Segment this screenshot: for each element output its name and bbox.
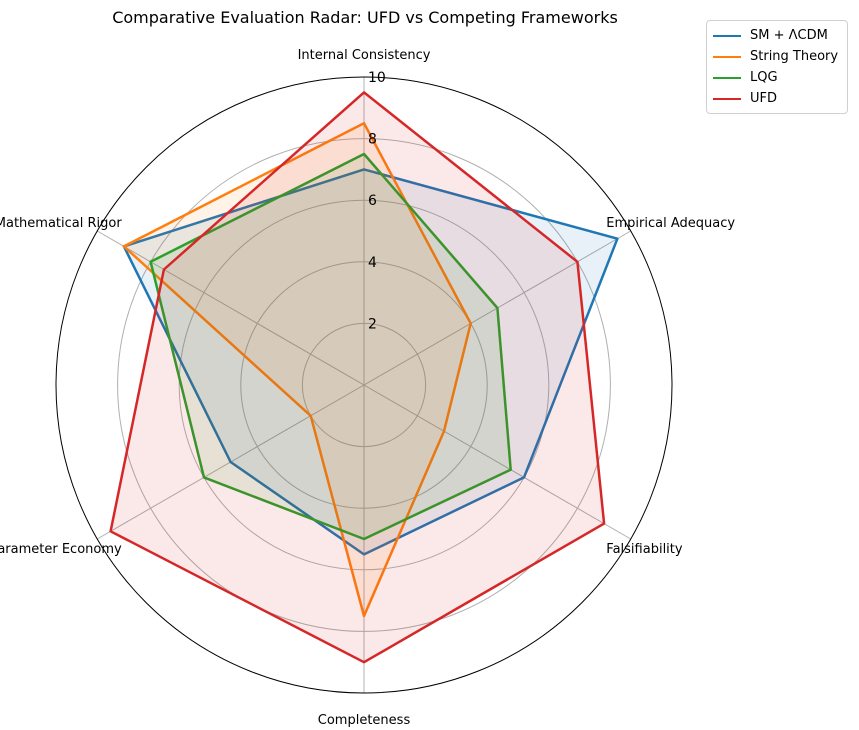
radial-tick-label: 10 <box>368 70 386 86</box>
chart-title: Comparative Evaluation Radar: UFD vs Com… <box>112 8 618 27</box>
legend: SM + ΛCDM String Theory LQG UFD <box>706 20 848 114</box>
ring-gridline <box>301 322 427 448</box>
ring-gridline <box>117 138 611 632</box>
outer-frame <box>55 76 673 694</box>
axis-label: Internal Consistency <box>298 48 431 63</box>
legend-label: SM + ΛCDM <box>750 28 828 43</box>
axis-label: Completeness <box>318 713 411 728</box>
series-line <box>109 91 606 664</box>
series-fill <box>150 154 511 539</box>
series-fill <box>110 92 605 663</box>
spoke-gridline <box>363 384 631 540</box>
legend-label: LQG <box>750 70 778 85</box>
ring-gridline <box>240 261 488 509</box>
radial-tick-label: 8 <box>368 132 377 148</box>
series-line <box>149 152 512 541</box>
label-layer: 2 4 6 8 10 Internal Consistency Empirical Adeq… <box>0 48 735 728</box>
radial-tick-label: 6 <box>368 193 377 209</box>
series-fill <box>123 123 471 616</box>
legend-item: String Theory <box>713 46 841 67</box>
ring-gridline <box>178 199 550 571</box>
legend-swatch <box>713 55 741 58</box>
axis-label: Mathematical Rigor <box>0 216 122 231</box>
legend-item: LQG <box>713 67 841 88</box>
legend-label: String Theory <box>750 49 839 64</box>
axis-label: Empirical Adequacy <box>606 216 735 231</box>
legend-item: UFD <box>713 88 841 109</box>
series-layer <box>109 91 619 664</box>
axis-label: Falsifiability <box>606 542 683 557</box>
legend-label: UFD <box>750 91 778 106</box>
spoke-gridline <box>97 230 365 386</box>
legend-swatch <box>713 76 741 79</box>
series-line <box>122 121 472 618</box>
axis-label: Parameter Economy <box>0 542 122 557</box>
radial-tick-label: 2 <box>368 316 377 332</box>
legend-swatch <box>713 97 741 100</box>
radial-tick-label: 4 <box>368 255 377 271</box>
series-fill <box>123 169 618 555</box>
legend-swatch <box>713 34 741 37</box>
legend-item: SM + ΛCDM <box>713 25 841 46</box>
